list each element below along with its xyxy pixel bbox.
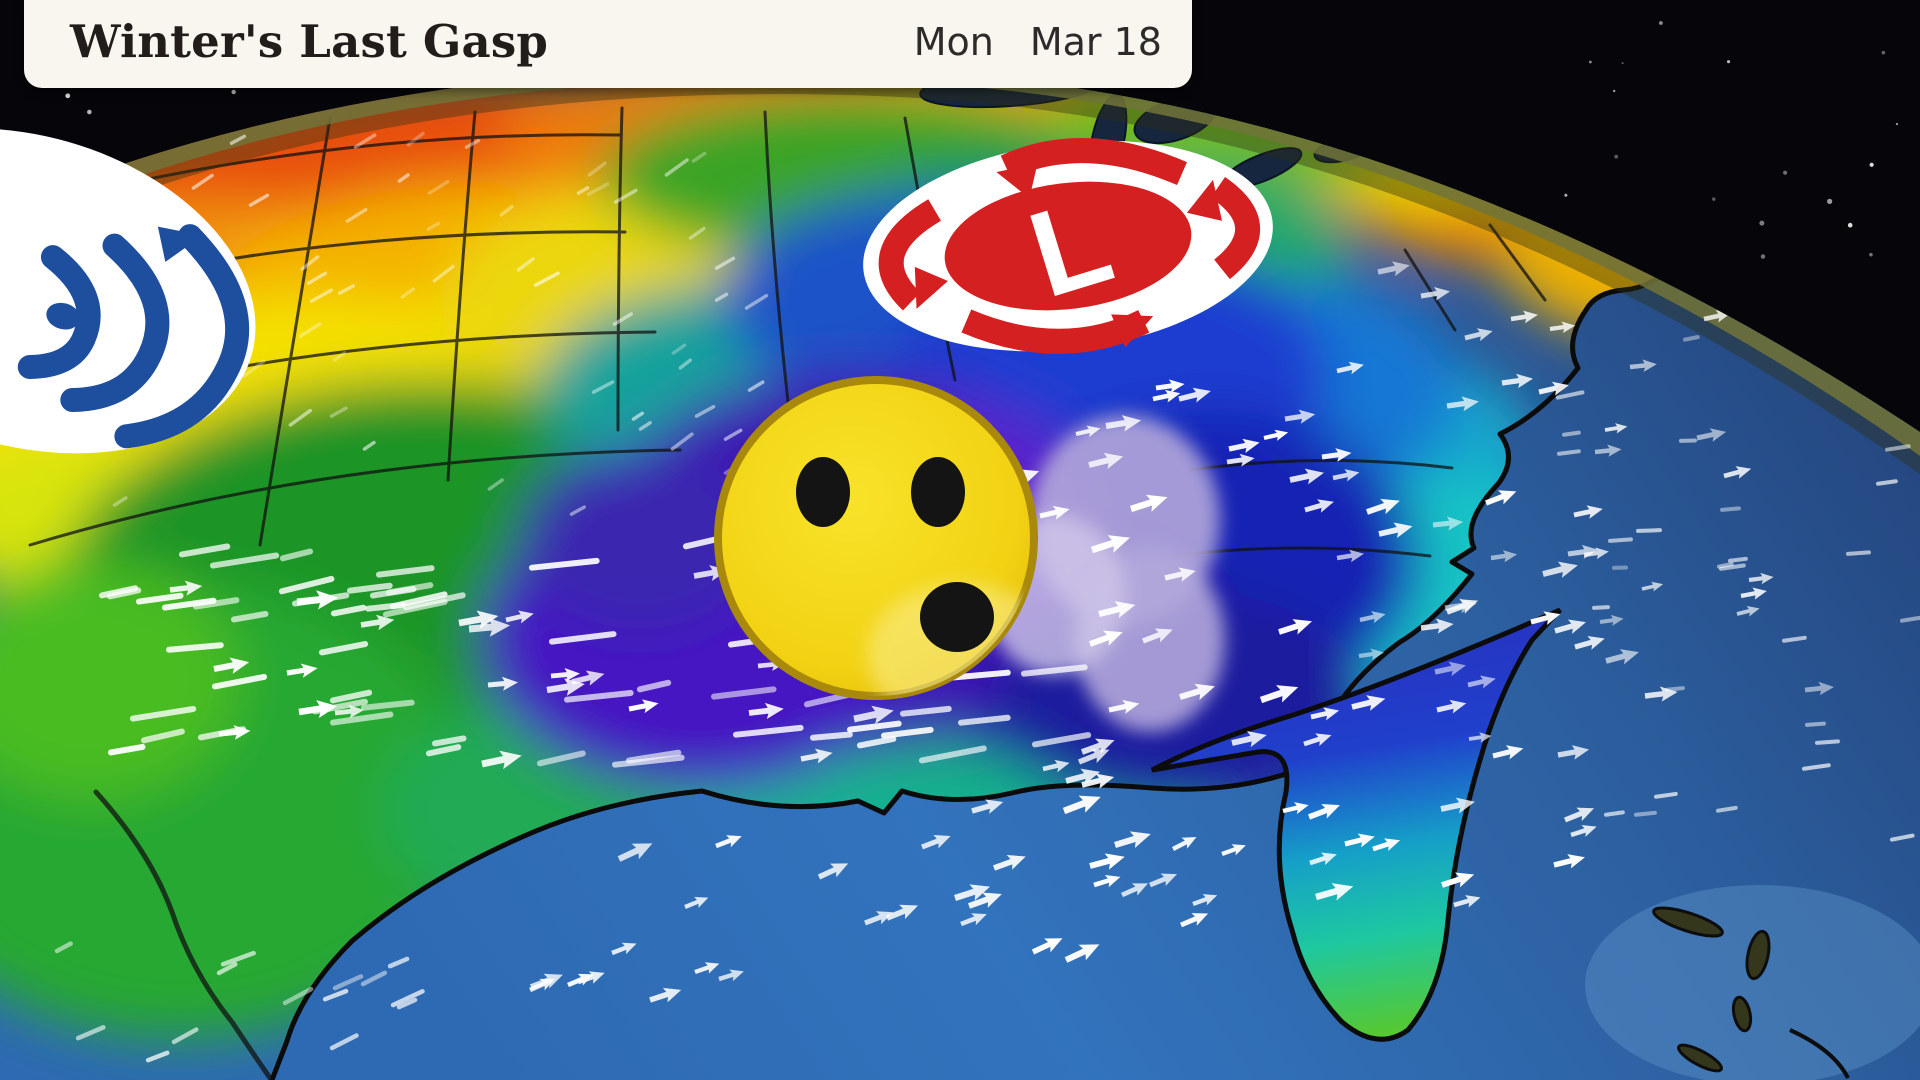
date-value: Mar 18 — [1029, 20, 1162, 64]
face-left-eye — [796, 457, 850, 527]
low-pressure-icon: L — [863, 138, 1273, 354]
cyclone-swirl-icon — [0, 128, 256, 454]
date-display: Mon Mar 18 — [914, 20, 1162, 68]
florida-peninsula — [1150, 607, 1562, 1042]
frost-patch — [985, 415, 1225, 732]
face-mouth — [920, 582, 994, 652]
surprised-face-icon — [714, 376, 1038, 700]
wind-arrows — [54, 131, 1920, 1063]
atlantic-gulf-ocean — [272, 205, 1920, 1080]
rotation-arrowheads — [914, 163, 1223, 348]
title-banner: Winter's Last Gasp Mon Mar 18 — [24, 0, 1192, 88]
date-day: Mon — [913, 20, 994, 64]
page-title: Winter's Last Gasp — [70, 14, 549, 68]
face-right-eye — [911, 457, 965, 527]
bahamas-islands — [1585, 885, 1920, 1080]
